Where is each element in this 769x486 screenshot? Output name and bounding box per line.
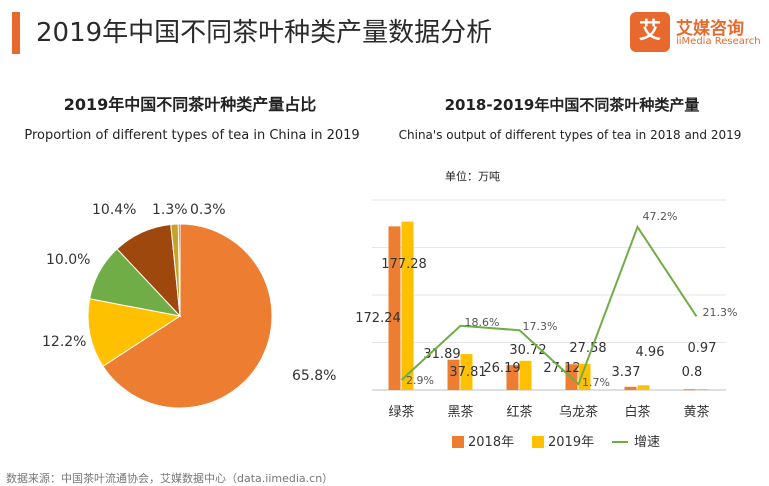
category-label: 黑茶 [447,404,473,420]
logo-mark-icon: 艾 [630,12,670,52]
bar-value-label: 3.37 [612,365,641,380]
bar-2018 [388,226,401,390]
pie-slice-label: 10.4% [92,202,136,218]
pie-slice-label: 65.8% [292,368,336,384]
growth-label: 2.9% [406,374,434,387]
bar-2019 [460,354,473,390]
category-label: 红茶 [506,404,532,420]
pie-title: 2019年中国不同茶叶种类产量占比 [64,95,317,114]
source-note: 数据来源：中国茶叶流通协会，艾媒数据中心（data.iimedia.cn） [6,472,334,485]
growth-line [400,224,698,386]
bar-2018 [447,359,460,390]
growth-label: 18.6% [465,316,500,329]
category-label: 乌龙茶 [559,404,598,420]
bar-2019 [578,363,591,390]
pie-subtitle: Proportion of different types of tea in … [24,128,359,143]
legend-swatch [532,436,544,448]
growth-label: 21.3% [703,306,738,319]
bar-value-label: 0.97 [688,341,717,356]
bar-legend: 2018年 2019年 增速 [452,435,660,450]
bar-value-label: 27.58 [569,341,606,356]
bar-2018 [506,365,519,390]
pie-slice [87,298,182,367]
growth-label: 17.3% [523,320,558,333]
logo-name-en: iiMedia Research [676,36,761,47]
bar-subtitle: China's output of different types of tea… [399,128,742,142]
bar-chart: 172.24177.28绿茶31.8937.81黑茶26.1930.72红茶27… [355,199,738,420]
legend-swatch [452,436,464,448]
bar-2019 [696,389,709,391]
page-title: 2019年中国不同茶叶种类产量数据分析 [36,18,493,48]
pie-slice-label: 12.2% [42,334,86,350]
pie-chart: 65.8% 12.2% 10.0% 10.4% 1.3% 0.3% [42,202,336,409]
growth-label: 1.7% [582,376,610,389]
logo-name-cn: 艾媒咨询 [676,19,744,39]
pie-slice-label: 1.3% [152,202,188,218]
bar-value-label: 4.96 [636,345,665,360]
pie-slice [102,223,273,409]
bar-2019 [637,385,650,390]
category-label: 绿茶 [388,404,414,420]
bar-value-label: 26.19 [483,361,520,376]
bar-title: 2018-2019年中国不同茶叶种类产量 [445,96,700,114]
unit-label: 单位：万吨 [445,169,500,183]
category-label: 黄茶 [683,404,709,420]
bar-2019 [401,221,414,390]
iimedia-logo: 艾 艾媒咨询 iiMedia Research [630,12,762,52]
bar-value-label: 0.8 [682,365,703,380]
bar-value-label: 177.28 [381,257,427,272]
growth-label: 47.2% [643,210,678,223]
bar-value-label: 37.81 [449,365,486,380]
pie-slice [177,223,181,317]
title-accent-bar [12,12,20,54]
category-label: 白茶 [624,404,650,420]
bar-2018 [683,389,696,391]
legend-label: 2018年 [468,435,514,450]
bar-value-label: 172.24 [355,311,401,326]
bar-2018 [624,386,637,390]
legend-label: 增速 [634,435,660,450]
pie-slice-label: 0.3% [190,202,226,218]
bar-2019 [519,360,532,390]
pie-slice-label: 10.0% [46,252,90,268]
legend-label: 2019年 [548,435,594,450]
